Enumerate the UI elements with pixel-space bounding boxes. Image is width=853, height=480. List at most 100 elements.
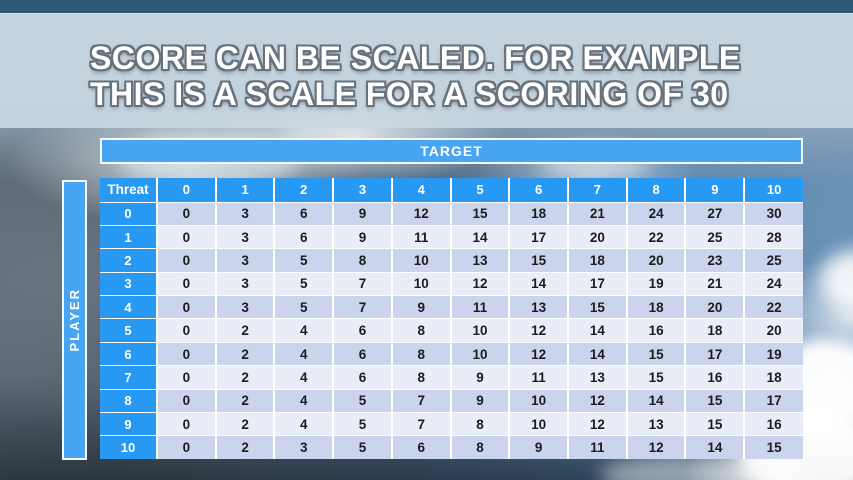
score-cell: 19 <box>626 272 687 297</box>
score-cell: 25 <box>685 225 746 250</box>
score-cell: 14 <box>685 435 746 460</box>
score-cell: 2 <box>215 365 276 390</box>
table-row: 6 0 2 4 6 8 10 12 14 15 17 19 <box>100 342 803 367</box>
score-cell: 20 <box>568 225 628 250</box>
target-col-header: 0 <box>157 178 217 203</box>
target-col-header: 1 <box>215 178 276 203</box>
slide-title-line1: SCORE CAN BE SCALED. FOR EXAMPLE <box>90 40 741 76</box>
score-cell: 24 <box>626 202 687 226</box>
target-col-header: 6 <box>509 178 570 203</box>
table-row: 4 0 3 5 7 9 11 13 15 18 20 22 <box>100 295 803 320</box>
score-cell: 15 <box>626 342 687 367</box>
score-cell: 5 <box>333 389 393 414</box>
target-col-header: 10 <box>744 178 803 203</box>
score-cell: 0 <box>157 295 217 320</box>
score-cell: 9 <box>333 202 393 226</box>
score-cell: 7 <box>333 272 393 297</box>
score-cell: 8 <box>333 248 393 273</box>
score-cell: 30 <box>744 202 803 226</box>
score-cell: 28 <box>744 225 803 250</box>
score-cell: 3 <box>215 225 276 250</box>
score-cell: 8 <box>391 342 452 367</box>
score-cell: 15 <box>568 295 628 320</box>
score-cell: 4 <box>274 412 335 437</box>
score-cell: 5 <box>274 272 335 297</box>
score-cell: 3 <box>215 248 276 273</box>
table-row: 10 0 2 3 5 6 8 9 11 12 14 15 <box>100 435 803 460</box>
target-col-header: 4 <box>391 178 452 203</box>
score-cell: 2 <box>215 435 276 460</box>
score-cell: 15 <box>509 248 570 273</box>
score-cell: 14 <box>626 389 687 414</box>
score-cell: 0 <box>157 272 217 297</box>
score-cell: 12 <box>626 435 687 460</box>
score-cell: 12 <box>568 412 628 437</box>
score-cell: 0 <box>157 248 217 273</box>
score-cell: 7 <box>333 295 393 320</box>
table-row: 0 0 3 6 9 12 15 18 21 24 27 30 <box>100 202 803 226</box>
score-cell: 16 <box>685 365 746 390</box>
player-label: PLAYER <box>67 288 82 352</box>
score-cell: 6 <box>333 365 393 390</box>
title-band: SCORE CAN BE SCALED. FOR EXAMPLE THIS IS… <box>0 13 853 128</box>
score-table-body: 0 0 3 6 9 12 15 18 21 24 27 30 1 0 3 6 9 11 14 17 20 22 25 28 2 0… <box>100 202 803 460</box>
score-cell: 0 <box>157 365 217 390</box>
score-cell: 10 <box>509 389 570 414</box>
score-cell: 9 <box>450 365 511 390</box>
target-label: TARGET <box>420 143 483 159</box>
score-cell: 17 <box>509 225 570 250</box>
score-cell: 22 <box>744 295 803 320</box>
score-cell: 12 <box>509 318 570 343</box>
table-row: 7 0 2 4 6 8 9 11 13 15 16 18 <box>100 365 803 390</box>
score-cell: 17 <box>568 272 628 297</box>
threat-row-header: 4 <box>100 295 158 320</box>
threat-row-header: 8 <box>100 389 158 414</box>
score-cell: 6 <box>274 225 335 250</box>
slide-title-line2: THIS IS A SCALE FOR A SCORING OF 30 <box>90 76 729 112</box>
score-cell: 2 <box>215 389 276 414</box>
score-cell: 20 <box>685 295 746 320</box>
score-cell: 19 <box>744 342 803 367</box>
score-cell: 10 <box>391 248 452 273</box>
score-cell: 9 <box>333 225 393 250</box>
score-cell: 20 <box>744 318 803 343</box>
score-cell: 6 <box>333 342 393 367</box>
score-cell: 15 <box>685 389 746 414</box>
score-cell: 18 <box>626 295 687 320</box>
slide-title: SCORE CAN BE SCALED. FOR EXAMPLE THIS IS… <box>90 40 741 112</box>
score-cell: 2 <box>215 342 276 367</box>
score-cell: 21 <box>568 202 628 226</box>
score-cell: 25 <box>744 248 803 273</box>
threat-row-header: 0 <box>100 202 158 226</box>
score-cell: 18 <box>568 248 628 273</box>
header-row: Threat 0 1 2 3 4 5 6 7 8 9 10 <box>100 178 803 203</box>
score-cell: 15 <box>626 365 687 390</box>
score-cell: 2 <box>215 412 276 437</box>
score-cell: 0 <box>157 202 217 226</box>
score-cell: 9 <box>509 435 570 460</box>
score-cell: 6 <box>333 318 393 343</box>
score-cell: 27 <box>685 202 746 226</box>
threat-row-header: 2 <box>100 248 158 273</box>
target-col-header: 5 <box>450 178 511 203</box>
table-row: 2 0 3 5 8 10 13 15 18 20 23 25 <box>100 248 803 273</box>
score-cell: 14 <box>509 272 570 297</box>
score-cell: 10 <box>509 412 570 437</box>
score-cell: 4 <box>274 389 335 414</box>
score-cell: 5 <box>274 295 335 320</box>
score-cell: 17 <box>685 342 746 367</box>
score-cell: 20 <box>626 248 687 273</box>
score-cell: 0 <box>157 318 217 343</box>
score-cell: 0 <box>157 342 217 367</box>
score-cell: 0 <box>157 225 217 250</box>
score-cell: 4 <box>274 318 335 343</box>
score-cell: 5 <box>274 248 335 273</box>
score-cell: 12 <box>391 202 452 226</box>
score-cell: 5 <box>333 435 393 460</box>
score-cell: 8 <box>450 435 511 460</box>
threat-row-header: 6 <box>100 342 158 367</box>
score-cell: 13 <box>509 295 570 320</box>
score-cell: 15 <box>744 435 803 460</box>
score-cell: 3 <box>215 295 276 320</box>
